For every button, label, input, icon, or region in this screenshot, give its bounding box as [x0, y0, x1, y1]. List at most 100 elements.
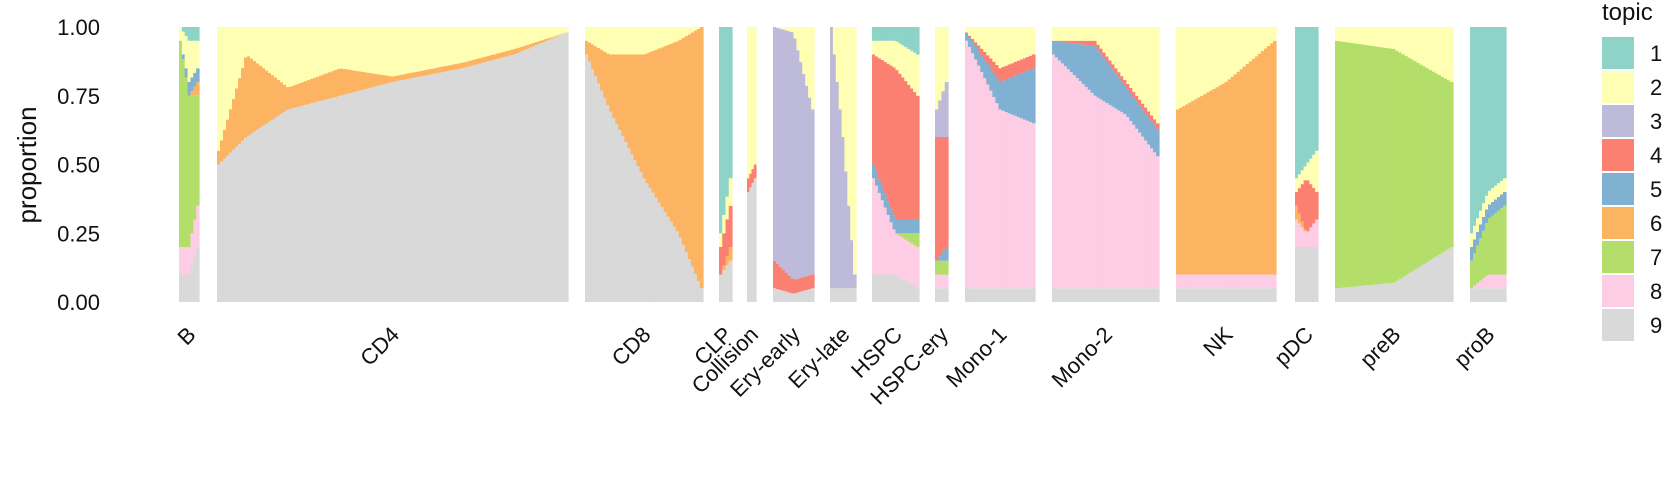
bar-segment-topic-6 [1242, 66, 1247, 275]
bar-segment-topic-8 [1102, 101, 1107, 289]
bar-segment-topic-9 [998, 288, 1003, 302]
bar-segment-topic-5 [1153, 124, 1157, 153]
bar-segment-topic-5 [977, 50, 981, 66]
bar-segment-topic-9 [415, 77, 419, 302]
bar-segment-topic-2 [594, 27, 598, 47]
bar-segment-topic-2 [232, 27, 236, 99]
bar-segment-topic-5 [1096, 50, 1101, 98]
bar-segment-topic-5 [1491, 202, 1495, 216]
bar-segment-topic-9 [1251, 288, 1256, 302]
bar-segment-topic-5 [1075, 43, 1080, 79]
bar-segment-topic-5 [1084, 45, 1089, 87]
bar-segment-topic-9 [184, 274, 189, 302]
bar-segment-topic-5 [886, 201, 891, 215]
bar-segment-topic-2 [1066, 27, 1071, 41]
bar-segment-topic-8 [1215, 274, 1220, 289]
bar-segment-topic-2 [412, 27, 416, 73]
bar-segment-topic-6 [505, 51, 509, 57]
bar-segment-topic-2 [1338, 27, 1342, 42]
bar-segment-topic-8 [1060, 63, 1065, 289]
bar-segment-topic-2 [1090, 27, 1095, 41]
bar-segment-topic-4 [1066, 40, 1071, 43]
bar-segment-topic-2 [591, 27, 595, 45]
bar-segment-topic-9 [400, 80, 404, 302]
bar-segment-topic-1 [1485, 27, 1489, 196]
bar-segment-topic-2 [1114, 27, 1118, 69]
bar-segment-topic-2 [844, 27, 848, 172]
bar-segment-topic-6 [442, 66, 446, 72]
bar-segment-topic-6 [526, 44, 530, 49]
bar-segment-topic-2 [292, 27, 296, 86]
bar-segment-topic-6 [1300, 221, 1305, 228]
bar-segment-topic-6 [379, 74, 383, 86]
bar-segment-topic-6 [651, 50, 656, 193]
bar-segment-topic-5 [1031, 68, 1036, 124]
bar-segment-topic-2 [989, 27, 993, 59]
bar-segment-topic-9 [1153, 288, 1157, 302]
bar-segment-topic-2 [1295, 178, 1299, 192]
bar-segment-topic-3 [838, 109, 843, 289]
bar-segment-topic-1 [1473, 27, 1477, 226]
bar-segment-topic-3 [844, 171, 848, 289]
bar-segment-topic-7 [1479, 238, 1483, 281]
bar-segment-topic-9 [259, 127, 263, 303]
bar-segment-topic-2 [1239, 27, 1244, 70]
bar-segment-topic-1 [1315, 27, 1319, 151]
bar-segment-topic-6 [1251, 58, 1256, 275]
bar-segment-topic-4 [1016, 60, 1021, 75]
bar-segment-topic-9 [995, 288, 1000, 302]
bar-segment-topic-8 [1135, 128, 1139, 289]
bar-segment-topic-9 [508, 55, 512, 303]
bar-segment-topic-2 [693, 27, 698, 31]
bar-segment-topic-6 [400, 74, 404, 81]
bar-segment-topic-9 [853, 288, 857, 302]
bar-segment-topic-1 [1488, 27, 1492, 191]
bar-segment-topic-6 [597, 47, 601, 84]
bar-segment-topic-2 [247, 27, 251, 57]
bar-segment-topic-2 [373, 27, 377, 74]
bar-segment-topic-9 [850, 288, 854, 302]
bar-segment-topic-1 [1500, 27, 1504, 181]
bar-segment-topic-4 [938, 137, 943, 257]
bar-segment-topic-5 [872, 164, 876, 179]
bar-segment-topic-8 [1153, 152, 1157, 289]
bar-segment-topic-2 [337, 27, 341, 69]
bar-segment-topic-9 [427, 74, 431, 302]
bar-segment-topic-7 [1410, 59, 1415, 272]
bar-segment-topic-3 [805, 85, 809, 277]
bar-segment-topic-2 [1126, 27, 1130, 84]
bar-segment-topic-2 [841, 27, 846, 137]
bar-segment-topic-7 [1500, 208, 1504, 275]
bar-segment-topic-4 [1295, 192, 1299, 206]
bar-segment-topic-9 [457, 68, 461, 303]
bar-segment-topic-8 [1182, 274, 1186, 289]
bar-segment-topic-2 [559, 27, 563, 35]
bar-segment-topic-8 [1300, 227, 1305, 247]
bar-segment-topic-8 [1248, 274, 1253, 289]
bar-segment-topic-9 [538, 43, 542, 302]
bar-segment-topic-2 [331, 27, 335, 72]
bar-segment-topic-3 [941, 91, 946, 137]
bar-segment-topic-8 [1227, 274, 1232, 289]
bar-segment-topic-9 [790, 293, 795, 302]
bar-segment-topic-9 [1437, 254, 1442, 302]
bar-segment-topic-9 [556, 36, 560, 302]
bar-segment-topic-2 [901, 45, 905, 78]
bar-segment-topic-9 [1105, 288, 1110, 302]
bar-segment-topic-6 [373, 73, 377, 87]
bar-segment-topic-9 [472, 65, 476, 302]
bar-segment-topic-9 [1306, 247, 1310, 302]
legend-label-topic-6: 6 [1650, 211, 1662, 236]
bar-segment-topic-2 [310, 27, 314, 79]
bar-segment-topic-2 [340, 27, 344, 69]
bar-segment-topic-6 [250, 58, 254, 134]
bar-segment-topic-2 [672, 27, 677, 43]
y-axis-title: proportion [12, 106, 42, 223]
bar-segment-topic-2 [349, 27, 353, 70]
bar-segment-topic-9 [409, 78, 413, 302]
bar-segment-topic-8 [1052, 54, 1056, 289]
bar-segment-topic-9 [749, 187, 753, 302]
group-cd4 [217, 27, 569, 303]
bar-segment-topic-7 [1386, 48, 1391, 284]
bar-segment-topic-5 [1111, 69, 1116, 107]
